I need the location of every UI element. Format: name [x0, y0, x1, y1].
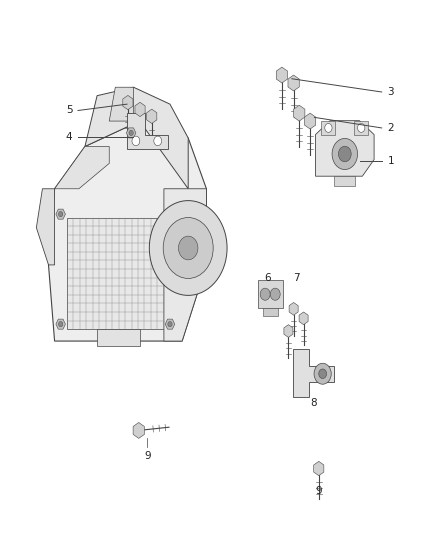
Polygon shape: [315, 120, 374, 176]
Circle shape: [168, 321, 172, 327]
Polygon shape: [299, 312, 308, 325]
Circle shape: [332, 139, 357, 169]
Polygon shape: [97, 329, 140, 346]
Polygon shape: [258, 280, 283, 308]
Polygon shape: [55, 147, 109, 189]
Text: 1: 1: [387, 156, 394, 166]
Polygon shape: [49, 121, 206, 341]
Circle shape: [319, 369, 327, 378]
Polygon shape: [36, 189, 55, 265]
Polygon shape: [284, 325, 293, 337]
Circle shape: [132, 136, 140, 146]
Polygon shape: [109, 87, 134, 121]
Text: 9: 9: [315, 486, 322, 496]
Circle shape: [325, 124, 332, 132]
Circle shape: [59, 321, 63, 327]
Polygon shape: [56, 209, 65, 219]
Circle shape: [270, 288, 280, 300]
Polygon shape: [67, 217, 164, 329]
Polygon shape: [314, 462, 324, 475]
Polygon shape: [293, 105, 305, 121]
Polygon shape: [354, 120, 368, 134]
Polygon shape: [135, 102, 145, 117]
Polygon shape: [127, 113, 168, 149]
Polygon shape: [85, 87, 188, 189]
Polygon shape: [164, 189, 206, 341]
Text: 9: 9: [144, 450, 151, 461]
Text: 8: 8: [310, 398, 317, 408]
Circle shape: [129, 130, 133, 135]
Text: 5: 5: [66, 106, 72, 116]
Circle shape: [59, 212, 63, 217]
Circle shape: [314, 364, 331, 384]
Circle shape: [154, 136, 162, 146]
Text: 6: 6: [264, 273, 271, 284]
Circle shape: [163, 217, 213, 278]
Circle shape: [260, 288, 270, 300]
Text: 4: 4: [66, 132, 72, 142]
Polygon shape: [123, 95, 133, 110]
Polygon shape: [334, 176, 355, 185]
Polygon shape: [276, 67, 287, 83]
Polygon shape: [147, 109, 157, 124]
Polygon shape: [133, 423, 145, 438]
Polygon shape: [126, 128, 136, 138]
Polygon shape: [293, 349, 334, 397]
Polygon shape: [289, 302, 298, 315]
Circle shape: [339, 146, 351, 161]
Text: 3: 3: [387, 87, 394, 97]
Polygon shape: [56, 319, 65, 329]
Polygon shape: [288, 75, 299, 91]
Circle shape: [357, 124, 365, 132]
Circle shape: [178, 236, 198, 260]
Polygon shape: [165, 319, 175, 329]
Polygon shape: [321, 120, 336, 134]
Polygon shape: [263, 308, 278, 316]
Text: 2: 2: [387, 123, 394, 133]
Polygon shape: [304, 113, 316, 129]
Circle shape: [149, 200, 227, 295]
Text: 7: 7: [293, 273, 300, 284]
